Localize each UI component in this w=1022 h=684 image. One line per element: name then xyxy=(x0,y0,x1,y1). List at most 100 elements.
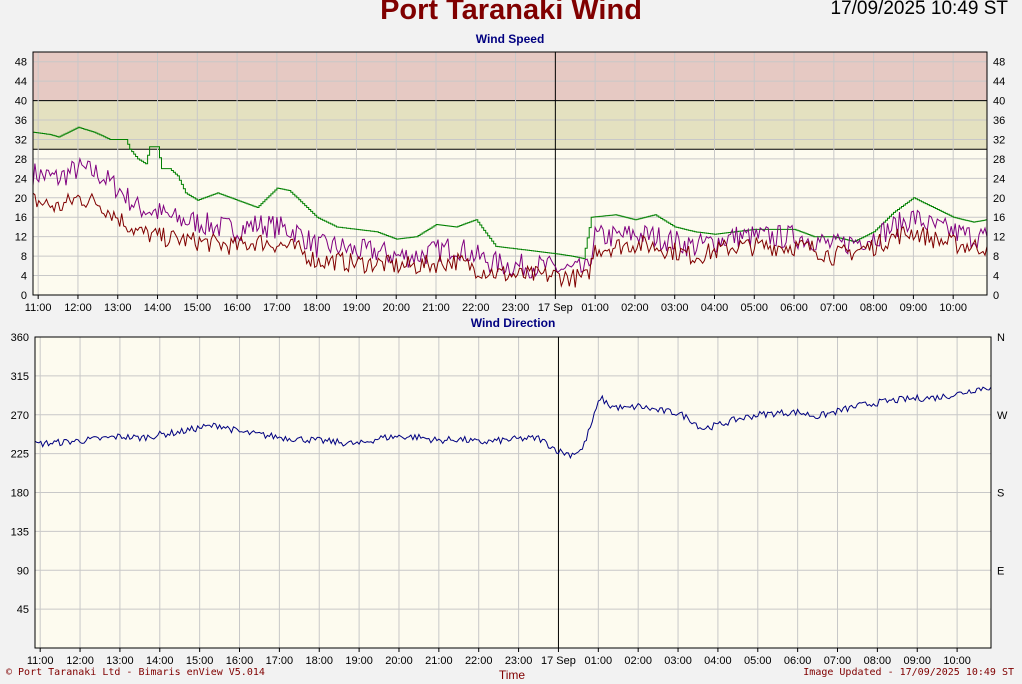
x-tick-label: 18:00 xyxy=(305,655,333,667)
x-tick-label: 12:00 xyxy=(64,302,92,314)
y-tick-label: 225 xyxy=(11,449,29,461)
x-tick-label: 19:00 xyxy=(345,655,373,667)
wind-direction-chart: 45 90 135 180 225 270 315 360 11:00 12:00 13:00 14:… xyxy=(11,332,1008,667)
y-tick-label-right: 28 xyxy=(993,154,1005,166)
x-tick-label: 21:00 xyxy=(422,302,450,314)
x-tick-label: 08:00 xyxy=(864,655,892,667)
y-tick-label-right: 40 xyxy=(993,96,1005,108)
compass-label: W xyxy=(997,410,1008,422)
series-line-0 xyxy=(33,126,988,260)
plot-border xyxy=(32,51,988,296)
y-tick-label: 20 xyxy=(15,193,27,205)
x-tick-label: 06:00 xyxy=(780,302,808,314)
x-tick-label: 17:00 xyxy=(266,655,294,667)
y-tick-label: 180 xyxy=(11,488,29,500)
y-tick-label: 12 xyxy=(15,232,27,244)
y-tick-label: 24 xyxy=(15,173,27,185)
x-tick-label: 15:00 xyxy=(186,655,214,667)
x-tick-label: 01:00 xyxy=(585,655,613,667)
x-tick-label: 22:00 xyxy=(465,655,493,667)
compass-label: N xyxy=(997,332,1005,344)
x-tick-label: 02:00 xyxy=(624,655,652,667)
y-tick-label-right: 32 xyxy=(993,134,1005,146)
x-tick-label: 20:00 xyxy=(382,302,410,314)
x-tick-label: 06:00 xyxy=(784,655,812,667)
threshold-band-1 xyxy=(33,52,987,101)
x-tick-label: 13:00 xyxy=(106,655,134,667)
x-tick-label: 04:00 xyxy=(704,655,732,667)
x-tick-label: 11:00 xyxy=(25,302,52,314)
x-tick-label: 14:00 xyxy=(144,302,172,314)
image-updated-footer: Image Updated - 17/09/2025 10:49 ST xyxy=(803,667,1014,678)
y-tick-label-right: 44 xyxy=(993,76,1005,88)
y-tick-label: 44 xyxy=(15,76,27,88)
compass-label: E xyxy=(997,565,1004,577)
x-tick-label: 03:00 xyxy=(661,302,689,314)
x-tick-label: 17 Sep xyxy=(541,655,576,667)
x-tick-label: 02:00 xyxy=(621,302,649,314)
y-tick-label-right: 4 xyxy=(993,271,999,283)
y-tick-label: 270 xyxy=(11,410,29,422)
timestamp: 17/09/2025 10:49 ST xyxy=(830,0,1008,19)
compass-label: S xyxy=(997,488,1004,500)
series-line-2 xyxy=(32,192,988,288)
y-tick-label-right: 48 xyxy=(993,57,1005,69)
x-tick-label: 17:00 xyxy=(263,302,291,314)
x-tick-label: 09:00 xyxy=(903,655,931,667)
y-tick-label: 8 xyxy=(21,251,27,263)
x-tick-label: 16:00 xyxy=(223,302,251,314)
speed-chart-title: Wind Speed xyxy=(475,32,545,46)
x-tick-label: 23:00 xyxy=(505,655,533,667)
x-tick-label: 15:00 xyxy=(184,302,212,314)
x-tick-label: 05:00 xyxy=(744,655,772,667)
y-tick-label: 135 xyxy=(11,526,29,538)
y-tick-label: 40 xyxy=(15,96,27,108)
y-tick-label-right: 16 xyxy=(993,212,1005,224)
x-tick-label: 23:00 xyxy=(502,302,530,314)
x-tick-label: 08:00 xyxy=(860,302,888,314)
y-tick-label-right: 12 xyxy=(993,232,1005,244)
y-tick-label-right: 8 xyxy=(993,251,999,263)
y-tick-label: 32 xyxy=(15,134,27,146)
x-tick-label: 22:00 xyxy=(462,302,490,314)
x-tick-label: 19:00 xyxy=(343,302,371,314)
y-tick-label-right: 24 xyxy=(993,173,1005,185)
x-tick-label: 07:00 xyxy=(824,655,852,667)
x-tick-label: 13:00 xyxy=(104,302,132,314)
y-tick-label-right: 0 xyxy=(993,290,999,302)
x-tick-label: 12:00 xyxy=(66,655,94,667)
direction-chart-title: Wind Direction xyxy=(470,316,556,330)
copyright-footer: © Port Taranaki Ltd - Bimaris enView V5.… xyxy=(6,667,265,678)
y-tick-label: 36 xyxy=(15,115,27,127)
series-line-0 xyxy=(34,386,992,460)
page-title: Port Taranaki Wind xyxy=(380,0,642,26)
x-tick-label: 04:00 xyxy=(701,302,729,314)
y-tick-label: 360 xyxy=(11,332,29,344)
y-tick-label: 0 xyxy=(21,290,27,302)
y-tick-label: 48 xyxy=(15,57,27,69)
x-tick-label: 03:00 xyxy=(664,655,692,667)
x-tick-label: 01:00 xyxy=(581,302,609,314)
x-tick-label: 18:00 xyxy=(303,302,331,314)
x-tick-label: 09:00 xyxy=(900,302,928,314)
y-tick-label: 45 xyxy=(17,604,29,616)
y-tick-label: 16 xyxy=(15,212,27,224)
y-tick-label: 4 xyxy=(21,271,27,283)
plot-border xyxy=(34,336,992,649)
threshold-band-0 xyxy=(33,100,987,150)
x-tick-label: 07:00 xyxy=(820,302,848,314)
y-tick-label: 315 xyxy=(11,371,29,383)
x-tick-label: 05:00 xyxy=(741,302,769,314)
x-tick-label: 10:00 xyxy=(939,302,967,314)
y-tick-label-right: 36 xyxy=(993,115,1005,127)
x-tick-label: 20:00 xyxy=(385,655,413,667)
x-tick-label: 11:00 xyxy=(27,655,54,667)
y-tick-label: 28 xyxy=(15,154,27,166)
y-tick-label-right: 20 xyxy=(993,193,1005,205)
x-tick-label: 10:00 xyxy=(943,655,971,667)
y-tick-label: 90 xyxy=(17,565,29,577)
x-tick-label: 17 Sep xyxy=(538,302,573,314)
x-tick-label: 14:00 xyxy=(146,655,174,667)
x-tick-label: 21:00 xyxy=(425,655,453,667)
